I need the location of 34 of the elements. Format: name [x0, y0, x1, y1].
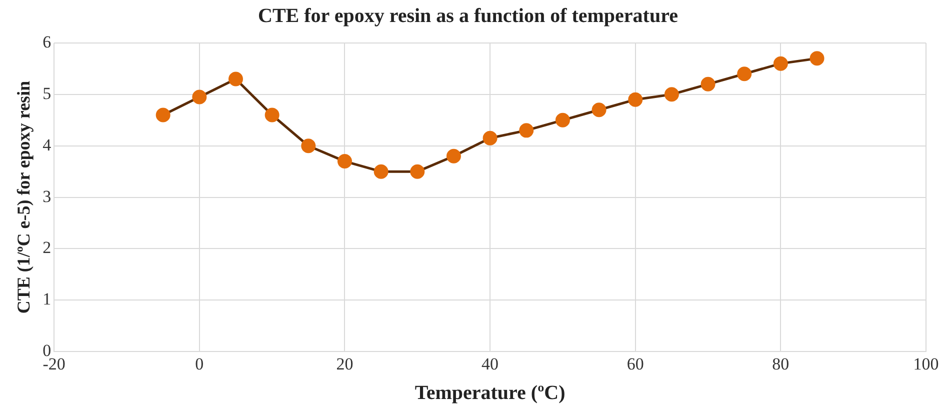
y-tick-label: 2 — [42, 238, 52, 258]
point — [410, 164, 425, 179]
point — [592, 102, 606, 118]
x-tick-label: 20 — [336, 354, 354, 374]
point — [264, 108, 280, 122]
y-tick-label: 5 — [42, 84, 52, 103]
x-tick-label: 80 — [772, 354, 790, 374]
y-tick-label: 6 — [42, 32, 52, 52]
point — [737, 66, 752, 82]
point — [628, 92, 643, 107]
point — [519, 123, 534, 138]
point — [228, 72, 243, 86]
point — [446, 148, 461, 164]
x-tick-label: 0 — [195, 354, 204, 374]
point — [810, 51, 824, 66]
point — [664, 87, 679, 102]
y-tick-label: 3 — [42, 186, 52, 206]
point — [700, 76, 716, 92]
x-tick-label: 100 — [913, 354, 939, 374]
chart-title: CTE for epoxy resin as a function of temperature — [258, 5, 678, 28]
point — [773, 56, 788, 71]
point — [301, 138, 316, 154]
x-axis-title: Temperature (ºC) — [414, 382, 566, 404]
x-tick-label: 60 — [626, 354, 644, 374]
x-tick-label: 40 — [482, 354, 499, 374]
point — [555, 112, 570, 128]
point — [156, 108, 170, 122]
y-tick-label: 4 — [42, 135, 52, 154]
y-axis-title: CTE (1/ºC e-5) for epoxy resin — [13, 80, 34, 314]
point — [482, 130, 498, 146]
point — [374, 164, 388, 179]
point — [337, 154, 352, 169]
point — [192, 90, 207, 104]
y-tick-label: 1 — [42, 290, 52, 309]
